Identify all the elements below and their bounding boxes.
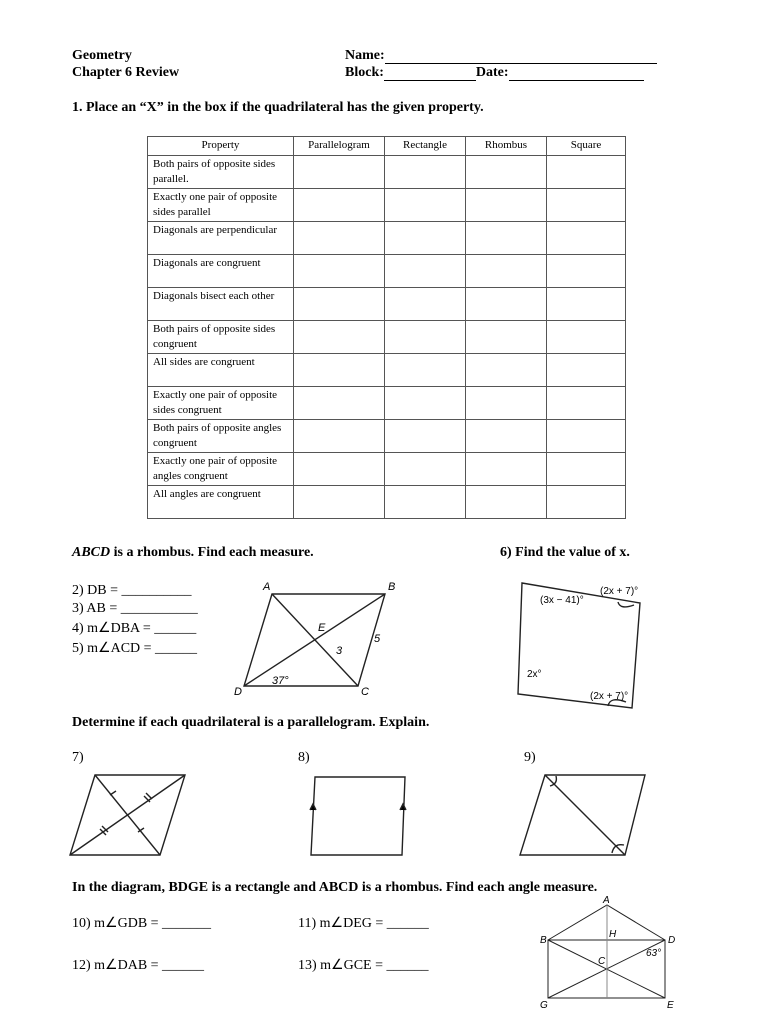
svg-text:H: H <box>609 929 617 940</box>
checkbox-cell-parallelogram[interactable] <box>293 485 385 519</box>
property-cell: Both pairs of opposite sides congruent <box>147 320 294 354</box>
checkbox-cell-square[interactable] <box>546 419 626 453</box>
checkbox-cell-rhombus[interactable] <box>465 320 547 354</box>
q12: 12) m∠DAB = ______ <box>72 958 205 973</box>
q9-figure <box>519 774 646 856</box>
svg-text:A: A <box>602 895 610 906</box>
q11: 11) m∠DEG = ______ <box>298 916 429 931</box>
q8-label: 8) <box>298 750 310 765</box>
rhombus-figure: A B C D E3 5 37° <box>234 581 395 698</box>
block-label: Block: <box>345 65 384 80</box>
name-field[interactable]: Name: <box>345 48 657 64</box>
q1-prompt: 1. Place an “X” in the box if the quadri… <box>72 100 484 115</box>
q10: 10) m∠GDB = _______ <box>72 916 212 931</box>
checkbox-cell-square[interactable] <box>546 287 626 321</box>
parallelogram-prompt: Determine if each quadrilateral is a par… <box>72 715 430 730</box>
svg-text:G: G <box>540 1000 548 1011</box>
name-label: Name: <box>345 48 385 63</box>
table-row: Diagonals are perpendicular <box>147 221 626 255</box>
svg-text:B: B <box>388 581 395 593</box>
q7-figure <box>69 774 186 856</box>
q2: 2) DB = __________ <box>72 583 192 598</box>
svg-text:C: C <box>598 956 606 967</box>
property-cell: All angles are congruent <box>147 485 294 519</box>
checkbox-cell-rectangle[interactable] <box>384 320 466 354</box>
table-row: Both pairs of opposite sides congruent <box>147 320 626 354</box>
svg-text:D: D <box>668 935 675 946</box>
checkbox-cell-square[interactable] <box>546 452 626 486</box>
svg-text:37°: 37° <box>272 675 289 687</box>
svg-text:63°: 63° <box>646 948 661 959</box>
q6-prompt: 6) Find the value of x. <box>500 545 630 560</box>
table-row: All angles are congruent <box>147 485 626 519</box>
last-prompt: In the diagram, BDGE is a rectangle and … <box>72 880 598 895</box>
checkbox-cell-parallelogram[interactable] <box>293 188 385 222</box>
checkbox-cell-rhombus[interactable] <box>465 419 547 453</box>
checkbox-cell-rhombus[interactable] <box>465 353 547 387</box>
svg-text:D: D <box>234 686 242 698</box>
checkbox-cell-rhombus[interactable] <box>465 221 547 255</box>
table-row: Both pairs of opposite angles congruent <box>147 419 626 453</box>
svg-text:C: C <box>361 686 369 698</box>
table-row: Exactly one pair of opposite angles cong… <box>147 452 626 486</box>
course-title: Geometry <box>72 48 132 63</box>
table-row: Both pairs of opposite sides parallel. <box>147 155 626 189</box>
svg-text:B: B <box>540 935 547 946</box>
checkbox-cell-square[interactable] <box>546 155 626 189</box>
svg-text:A: A <box>262 581 270 593</box>
property-table: Property Parallelogram Rectangle Rhombus Squ… <box>147 136 626 519</box>
checkbox-cell-square[interactable] <box>546 386 626 420</box>
svg-text:(2x + 7)°: (2x + 7)° <box>590 691 628 702</box>
q4: 4) m∠DBA = ______ <box>72 621 197 636</box>
svg-text:2x°: 2x° <box>527 669 542 680</box>
svg-text:3: 3 <box>336 645 343 657</box>
checkbox-cell-rectangle[interactable] <box>384 254 466 288</box>
checkbox-cell-square[interactable] <box>546 188 626 222</box>
svg-text:E: E <box>318 622 326 634</box>
rhombus-heading: ABCD is a rhombus. Find each measure. <box>72 545 314 560</box>
checkbox-cell-parallelogram[interactable] <box>293 419 385 453</box>
q8-figure <box>309 776 407 856</box>
svg-text:(3x − 41)°: (3x − 41)° <box>540 595 584 606</box>
column-header: Rhombus <box>465 136 547 156</box>
q3: 3) AB = ___________ <box>72 601 198 616</box>
checkbox-cell-rectangle[interactable] <box>384 485 466 519</box>
checkbox-cell-parallelogram[interactable] <box>293 221 385 255</box>
quadrilateral-q6-figure: (3x − 41)° (2x + 7)° 2x° (2x + 7)° <box>517 582 641 709</box>
rectangle-rhombus-figure: A B D H C G E 63° <box>540 895 675 1011</box>
table-row: All sides are congruent <box>147 353 626 387</box>
checkbox-cell-parallelogram[interactable] <box>293 320 385 354</box>
q5: 5) m∠ACD = ______ <box>72 641 198 656</box>
q9-label: 9) <box>524 750 536 765</box>
table-row: Exactly one pair of opposite sides congr… <box>147 386 626 420</box>
checkbox-cell-parallelogram[interactable] <box>293 155 385 189</box>
property-cell: Both pairs of opposite sides parallel. <box>147 155 294 189</box>
q13: 13) m∠GCE = ______ <box>298 958 429 973</box>
checkbox-cell-rhombus[interactable] <box>465 188 547 222</box>
checkbox-cell-rhombus[interactable] <box>465 287 547 321</box>
property-cell: Exactly one pair of opposite sides congr… <box>147 386 294 420</box>
property-cell: Diagonals are perpendicular <box>147 221 294 255</box>
checkbox-cell-square[interactable] <box>546 254 626 288</box>
svg-text:5: 5 <box>374 633 381 645</box>
chapter-title: Chapter 6 Review <box>72 65 180 80</box>
checkbox-cell-rhombus[interactable] <box>465 155 547 189</box>
date-label: Date: <box>475 65 509 80</box>
checkbox-cell-square[interactable] <box>546 485 626 519</box>
checkbox-cell-square[interactable] <box>546 353 626 387</box>
svg-text:(2x + 7)°: (2x + 7)° <box>600 586 638 597</box>
block-date-fields[interactable]: Block: Date: <box>345 65 644 81</box>
q7-label: 7) <box>72 750 84 765</box>
svg-text:E: E <box>667 1000 674 1011</box>
checkbox-cell-square[interactable] <box>546 320 626 354</box>
checkbox-cell-rhombus[interactable] <box>465 485 547 519</box>
